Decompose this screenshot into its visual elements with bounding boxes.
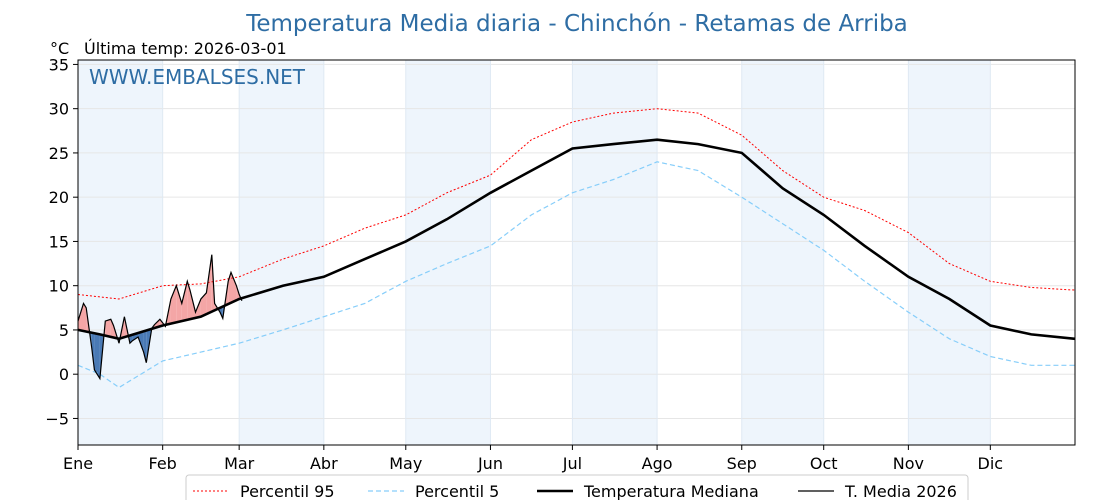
watermark: WWW.EMBALSES.NET: [89, 65, 306, 89]
month-shade: [78, 60, 163, 445]
legend-label: Percentil 95: [240, 482, 335, 500]
above-median-fill: [187, 281, 190, 320]
x-tick-label: May: [389, 454, 422, 473]
month-shading: [78, 60, 991, 445]
x-tick-label: Nov: [893, 454, 924, 473]
x-tick-label: Oct: [810, 454, 838, 473]
y-tick-label: 30: [49, 100, 69, 119]
x-tick-label: Ene: [63, 454, 93, 473]
unit-label: °C: [50, 39, 69, 58]
x-tick-label: Sep: [727, 454, 757, 473]
legend-label: Percentil 5: [415, 482, 499, 500]
above-median-fill: [78, 303, 84, 331]
month-shade: [908, 60, 991, 445]
x-tick-label: Feb: [149, 454, 177, 473]
month-shade: [572, 60, 658, 445]
series-line-percentil-95: [77, 108, 1076, 300]
series-line-temperatura-mediana: [77, 138, 1076, 341]
x-tick-label: Abr: [310, 454, 338, 473]
above-median-fill: [181, 281, 188, 322]
y-tick-label: 25: [49, 144, 69, 163]
legend-label: Temperatura Mediana: [583, 482, 759, 500]
x-tick-label: Ago: [642, 454, 673, 473]
y-tick-label: 10: [49, 277, 69, 296]
above-median-fill: [231, 272, 237, 303]
x-tick-label: Dic: [978, 454, 1004, 473]
x-axis: Ene Feb Mar Abr May Jun Jul Ago Sep Oct Nov Dic: [63, 445, 1003, 473]
legend-box: [185, 474, 969, 500]
series-line-percentil-5: [77, 161, 1075, 389]
month-shade: [741, 60, 824, 445]
y-tick-label: −5: [45, 409, 69, 428]
above-median-fill: [110, 319, 114, 338]
y-tick-label: 35: [49, 55, 69, 74]
plot-frame: [77, 59, 1076, 446]
legend-label: T. Media 2026: [844, 482, 957, 500]
legend: Percentil 95 Percentil 5 Temperatura Media…: [185, 474, 969, 500]
y-tick-label: 0: [59, 365, 69, 384]
x-tick-label: Jun: [477, 454, 503, 473]
y-axis: −5 0 5 10 15 20 25 30 35: [45, 55, 78, 428]
above-median-fill: [83, 303, 87, 332]
series-lines: [77, 108, 1076, 389]
last-temp-label: Última temp: 2026-03-01: [84, 39, 287, 58]
chart-title: Temperatura Media diaria - Chinchón - Re…: [245, 11, 908, 37]
month-shade: [405, 60, 491, 445]
above-median-fill: [200, 292, 207, 317]
above-median-fill: [170, 285, 177, 324]
y-tick-label: 20: [49, 188, 69, 207]
below-median-fill: [94, 333, 100, 379]
above-median-fill: [206, 254, 212, 315]
x-tick-label: Mar: [224, 454, 255, 473]
above-median-fill: [105, 319, 111, 337]
x-tick-label: Jul: [562, 454, 582, 473]
month-shade: [239, 60, 324, 445]
y-tick-label: 15: [49, 232, 69, 251]
series-line-t-media-2026: [77, 254, 243, 381]
y-tick-label: 5: [59, 321, 69, 340]
above-median-fill: [176, 285, 182, 323]
